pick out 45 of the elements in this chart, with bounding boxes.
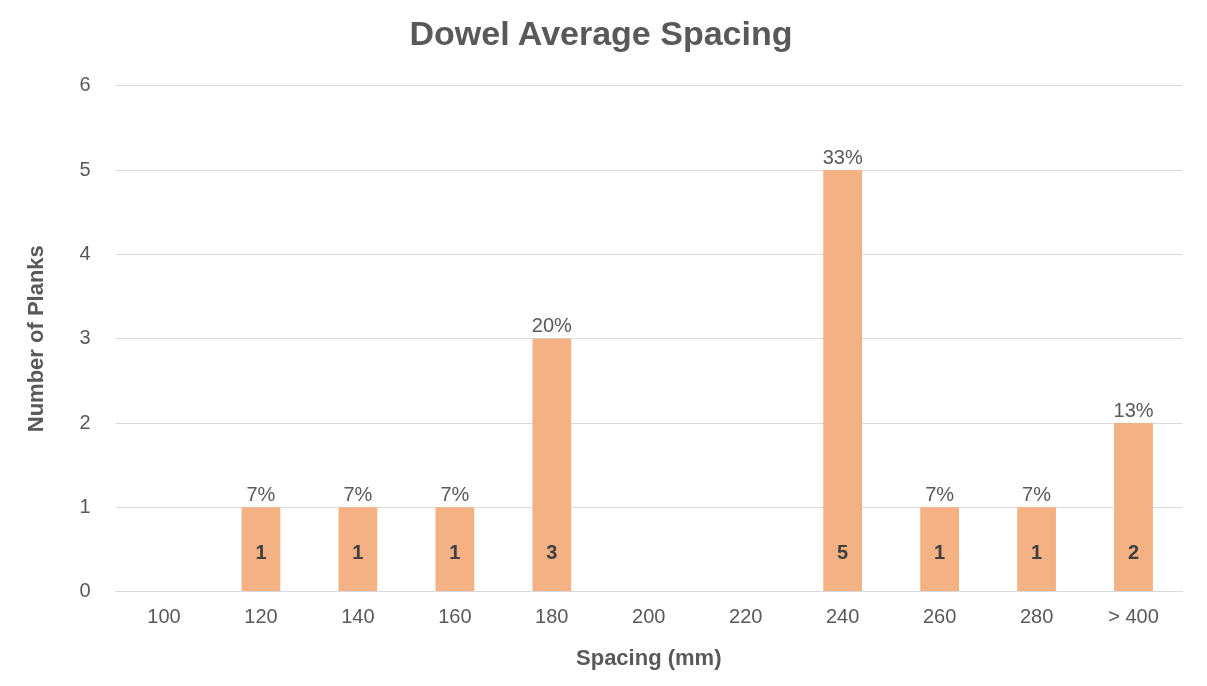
data-label: 5: [837, 541, 849, 564]
y-tick-label: 5: [79, 157, 91, 180]
bar: [823, 170, 863, 592]
x-tick-label: 240: [825, 605, 860, 628]
y-tick-label: 0: [79, 579, 91, 602]
annotation: 7%: [246, 482, 276, 505]
x-tick-label: > 400: [1108, 605, 1159, 628]
x-tick-label: 100: [147, 605, 181, 628]
data-label: 1: [352, 541, 364, 564]
annotation: 33%: [822, 145, 863, 168]
x-tick-label: 220: [729, 605, 763, 628]
data-label: 1: [255, 541, 267, 564]
data-label: 1: [449, 541, 461, 564]
bar: [1017, 507, 1056, 592]
chart-title: Dowel Average Spacing: [409, 13, 793, 52]
bar: [920, 507, 960, 592]
x-tick-label: 120: [244, 605, 278, 628]
data-label: 1: [934, 541, 946, 564]
x-tick-label: 180: [535, 605, 569, 628]
bar: [241, 507, 281, 592]
bar: [532, 338, 572, 592]
annotation: 13%: [1113, 398, 1154, 421]
bar: [1114, 423, 1153, 592]
y-tick-label: 6: [79, 73, 91, 96]
annotation: 7%: [925, 482, 955, 505]
x-tick-label: 140: [341, 605, 375, 628]
annotation: 7%: [343, 482, 373, 505]
data-label: 1: [1031, 541, 1043, 564]
annotation: 7%: [440, 482, 470, 505]
data-label: 3: [546, 541, 558, 564]
x-tick-label: 200: [632, 605, 666, 628]
y-tick-label: 1: [79, 494, 91, 517]
x-tick-label: 160: [438, 605, 472, 628]
x-axis-title: Spacing (mm): [576, 644, 722, 670]
y-tick-label: 2: [79, 410, 91, 433]
annotation: 20%: [531, 314, 573, 337]
x-tick-label: 280: [1019, 605, 1054, 628]
x-tick-label: 260: [922, 605, 957, 628]
y-tick-label: 4: [79, 241, 91, 264]
bar: [338, 507, 378, 592]
annotation: 7%: [1022, 482, 1052, 505]
y-axis-title: Number of Planks: [23, 245, 49, 433]
bar: [435, 507, 475, 592]
data-label: 2: [1127, 541, 1140, 564]
y-tick-label: 3: [79, 326, 91, 349]
